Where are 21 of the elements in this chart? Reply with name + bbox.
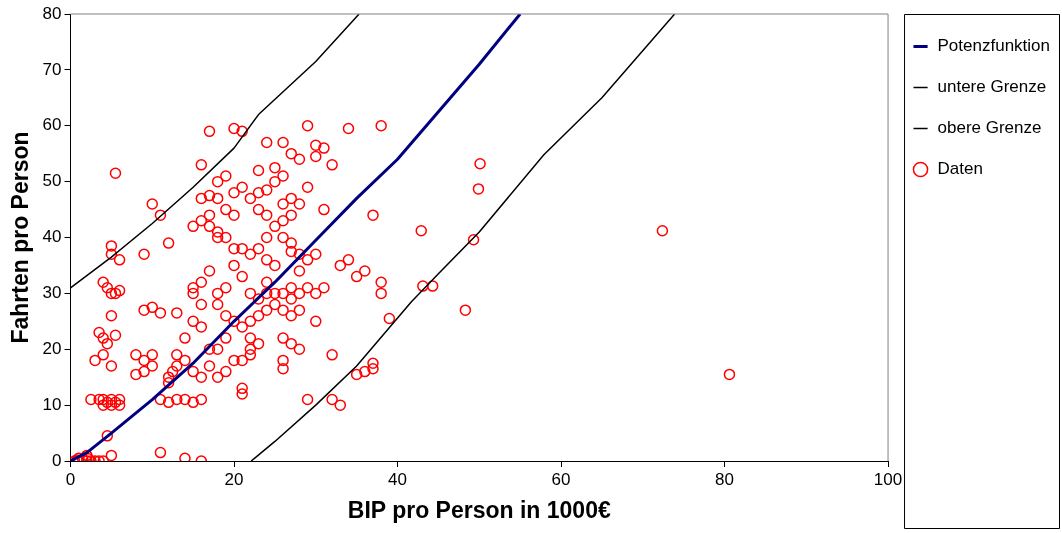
legend-label: Potenzfunktion bbox=[937, 36, 1050, 56]
y-tick-label: 30 bbox=[42, 283, 62, 303]
y-tick-label: 10 bbox=[42, 394, 62, 414]
y-tick-label: 0 bbox=[52, 450, 62, 470]
y-tick-label: 60 bbox=[42, 115, 62, 135]
legend-label: Daten bbox=[937, 159, 983, 179]
x-tick-label: 60 bbox=[551, 469, 571, 489]
legend-label: obere Grenze bbox=[937, 118, 1042, 138]
x-tick-label: 0 bbox=[65, 469, 76, 489]
x-tick-label: 80 bbox=[715, 469, 734, 489]
y-tick-label: 80 bbox=[42, 3, 62, 23]
x-tick-label: 20 bbox=[224, 469, 244, 489]
y-tick-label: 50 bbox=[42, 171, 62, 191]
y-tick-label: 40 bbox=[42, 227, 62, 247]
y-tick-label: 20 bbox=[42, 338, 62, 358]
y-axis-title: Fahrten pro Person bbox=[7, 131, 34, 344]
legend-label: untere Grenze bbox=[937, 77, 1047, 97]
x-tick-label: 40 bbox=[388, 469, 407, 489]
x-tick-label: 100 bbox=[873, 469, 903, 489]
x-axis-title: BIP pro Person in 1000€ bbox=[347, 496, 611, 523]
y-tick-label: 70 bbox=[42, 59, 62, 79]
